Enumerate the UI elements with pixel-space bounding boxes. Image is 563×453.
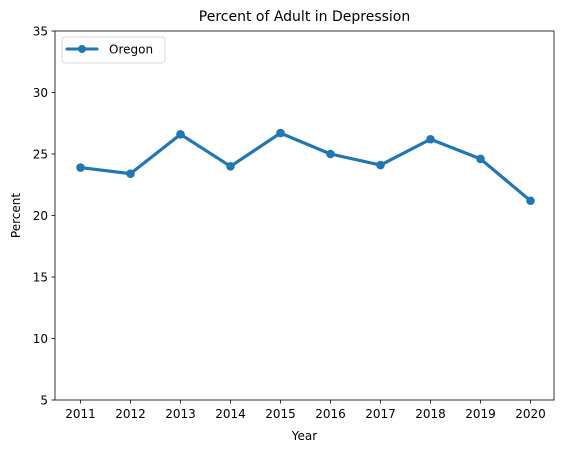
plot-frame	[54, 30, 555, 401]
chart-title: Percent of Adult in Depression	[199, 9, 410, 25]
series-line-oregon	[78, 131, 533, 203]
y-tick-label: 20	[33, 209, 48, 223]
y-tick-label: 15	[33, 271, 48, 285]
series-layer	[76, 128, 535, 206]
x-tick-label: 2017	[365, 407, 396, 421]
legend-box	[61, 36, 166, 64]
plot-area	[55, 31, 554, 400]
x-tick-label: 2018	[415, 407, 446, 421]
x-tick-label: 2020	[515, 407, 546, 421]
data-point	[326, 149, 335, 159]
y-tick-label: 25	[33, 148, 48, 162]
data-point	[476, 154, 485, 164]
data-point	[76, 163, 85, 172]
data-point	[376, 160, 385, 170]
legend: Oregon	[61, 36, 166, 64]
y-tick-label: 5	[40, 394, 48, 408]
data-point	[226, 162, 235, 171]
data-point	[426, 134, 435, 144]
legend-label: Oregon	[109, 43, 153, 57]
data-point	[126, 169, 135, 178]
data-point	[176, 130, 185, 139]
y-tick-label: 30	[33, 86, 48, 100]
legend-marker-swatch	[78, 45, 86, 53]
x-axis-ticks: 2011 2012 2013 2014 2015 2016 2017 2018 2019 2020	[65, 400, 546, 421]
y-tick-label: 10	[33, 332, 48, 346]
x-axis-title: Year	[291, 429, 317, 443]
x-tick-label: 2014	[215, 407, 246, 421]
y-axis-ticks: 5 10 15 20 25 30 35	[33, 25, 55, 408]
x-tick-label: 2011	[65, 407, 96, 421]
data-point	[276, 128, 285, 138]
y-tick-label: 35	[33, 25, 48, 39]
x-tick-label: 2015	[265, 407, 296, 421]
x-tick-label: 2012	[115, 407, 146, 421]
data-point	[526, 196, 535, 206]
x-tick-label: 2013	[165, 407, 196, 421]
y-axis-title: Percent	[9, 193, 23, 238]
x-tick-label: 2019	[465, 407, 496, 421]
x-tick-label: 2016	[315, 407, 346, 421]
